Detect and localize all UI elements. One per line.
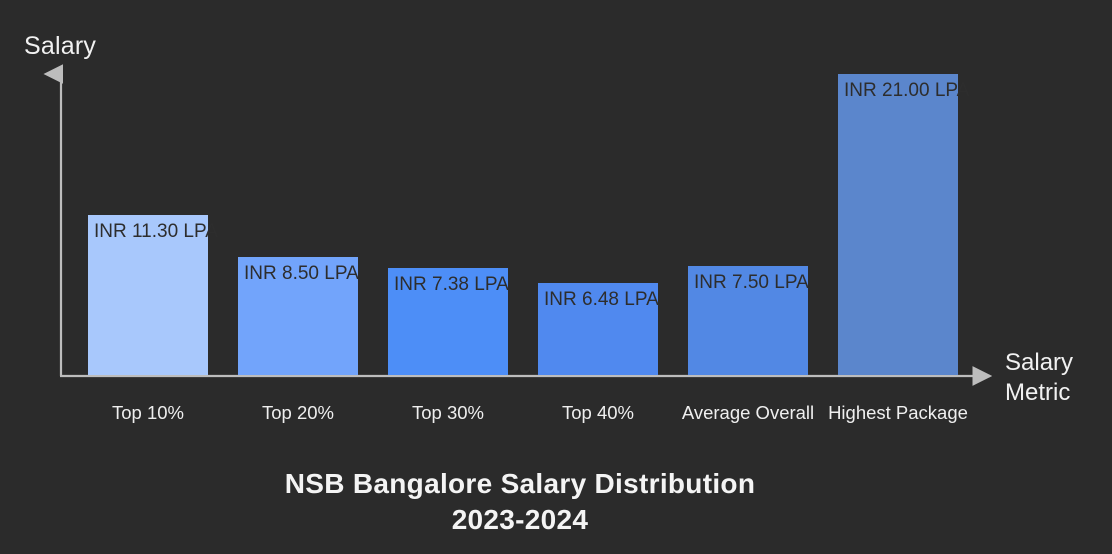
bar-value-label: INR 6.48 LPA	[544, 289, 659, 310]
x-axis-tick-label: Top 40%	[562, 402, 634, 423]
chart-title-line2: 2023-2024	[451, 504, 589, 535]
bar-value-label: INR 11.30 LPA	[94, 221, 218, 242]
bar: INR 11.30 LPA	[88, 215, 218, 375]
chart-title-line1: NSB Bangalore Salary Distribution	[284, 468, 756, 499]
bar: INR 21.00 LPA	[838, 74, 969, 375]
bar: INR 6.48 LPA	[538, 283, 659, 375]
bar: INR 7.38 LPA	[388, 268, 509, 375]
bar-value-label: INR 8.50 LPA	[244, 263, 359, 284]
bar: INR 8.50 LPA	[238, 257, 359, 375]
x-axis-tick-label: Top 10%	[112, 402, 184, 423]
bar: INR 7.50 LPA	[688, 266, 809, 375]
bar-value-label: INR 7.38 LPA	[394, 274, 509, 295]
bar-value-label: INR 7.50 LPA	[694, 272, 809, 293]
chart-title: NSB Bangalore Salary Distribution 2023-2…	[0, 466, 1040, 538]
x-axis-title-line1: Salary	[1005, 349, 1074, 376]
x-axis-title: Salary Metric	[1005, 348, 1110, 408]
x-axis-tick-label: Top 30%	[412, 402, 484, 423]
x-axis-title-line2: Metric	[1005, 379, 1071, 406]
x-axis-tick-label: Average Overall	[681, 402, 815, 423]
y-axis-title: Salary	[24, 32, 97, 60]
x-axis-tick-label: Top 20%	[262, 402, 334, 423]
bar-value-label: INR 21.00 LPA	[844, 80, 970, 101]
x-axis-tick-label: Highest Package	[828, 402, 968, 423]
